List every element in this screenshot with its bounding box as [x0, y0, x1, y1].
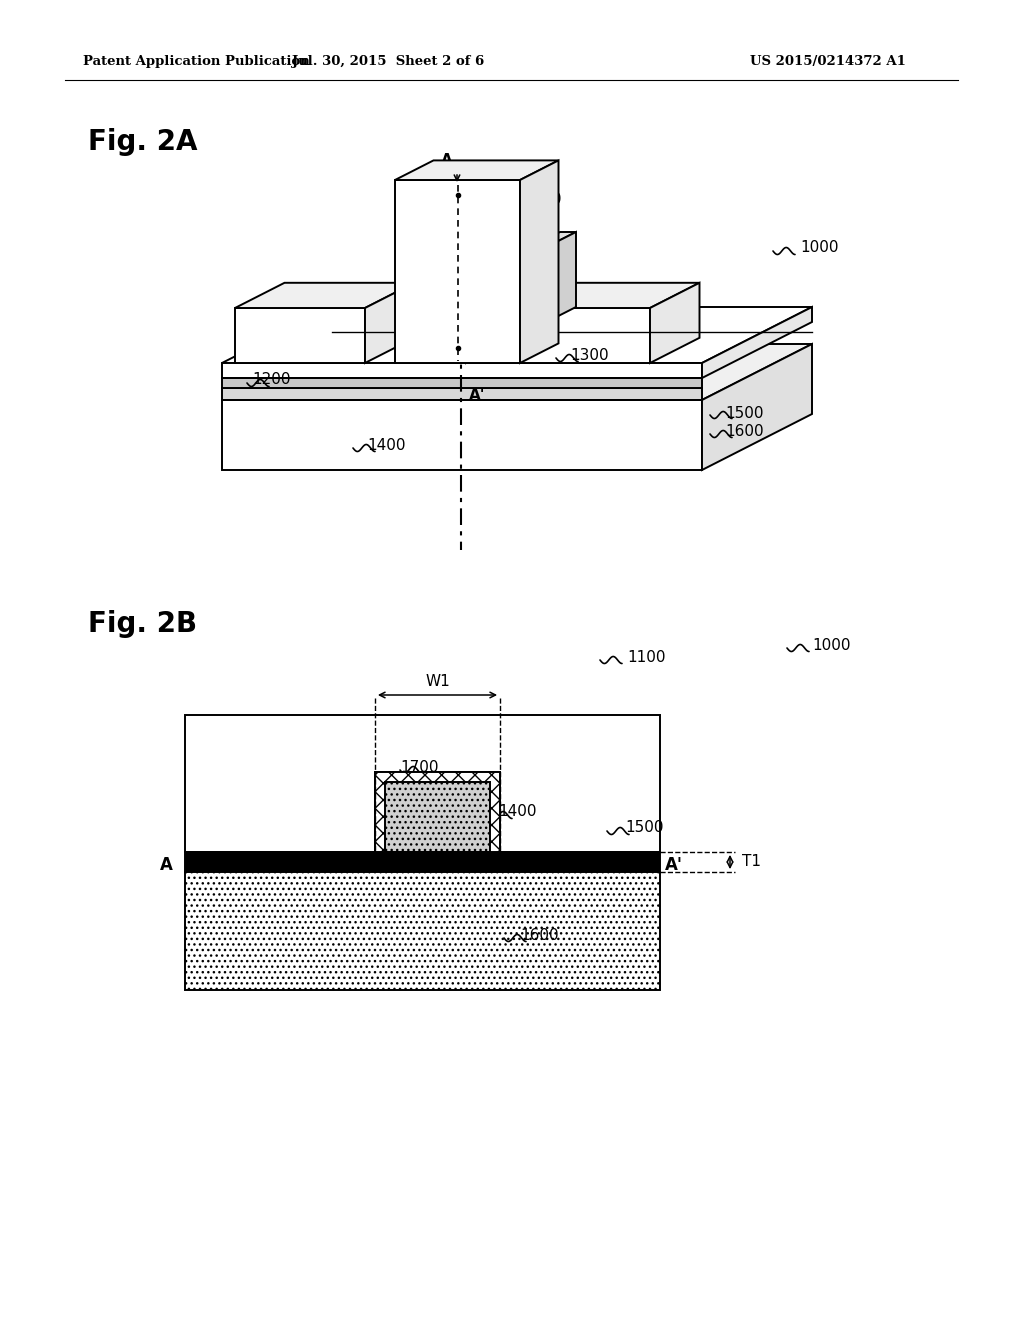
- Polygon shape: [222, 363, 702, 378]
- Text: 1400: 1400: [367, 437, 406, 453]
- Bar: [185, 873, 660, 990]
- Bar: [375, 772, 500, 781]
- Text: 1600: 1600: [520, 928, 559, 942]
- Text: W1: W1: [425, 675, 450, 689]
- Text: 1300: 1300: [570, 347, 608, 363]
- Text: Fig. 2A: Fig. 2A: [88, 128, 198, 156]
- Bar: [185, 715, 660, 851]
- Bar: [385, 781, 490, 851]
- Text: A': A': [665, 855, 683, 874]
- Text: A: A: [441, 153, 453, 168]
- Bar: [385, 781, 490, 851]
- Text: 1600: 1600: [725, 425, 764, 440]
- Text: Fig. 2B: Fig. 2B: [88, 610, 198, 638]
- Polygon shape: [222, 378, 702, 388]
- Polygon shape: [222, 388, 702, 400]
- Polygon shape: [365, 282, 415, 363]
- Bar: [185, 851, 660, 873]
- Polygon shape: [520, 282, 699, 308]
- Polygon shape: [520, 161, 558, 363]
- Polygon shape: [234, 308, 365, 363]
- Text: 1400: 1400: [498, 804, 537, 820]
- Text: 1500: 1500: [725, 405, 764, 421]
- Polygon shape: [222, 345, 812, 400]
- Polygon shape: [450, 288, 466, 363]
- Bar: [375, 772, 500, 851]
- Polygon shape: [450, 232, 575, 288]
- Polygon shape: [222, 400, 702, 470]
- Polygon shape: [234, 282, 415, 308]
- Text: 1100: 1100: [523, 193, 561, 207]
- Polygon shape: [702, 345, 812, 470]
- Polygon shape: [395, 161, 558, 180]
- Text: US 2015/0214372 A1: US 2015/0214372 A1: [750, 55, 906, 69]
- Text: 1000: 1000: [812, 638, 851, 652]
- Polygon shape: [520, 308, 650, 363]
- Polygon shape: [650, 282, 699, 363]
- Text: A: A: [160, 855, 173, 874]
- Polygon shape: [222, 308, 812, 363]
- Text: 1500: 1500: [625, 821, 664, 836]
- Text: A': A': [469, 388, 485, 403]
- Bar: [375, 772, 500, 851]
- Polygon shape: [395, 180, 520, 363]
- Text: T1: T1: [742, 854, 761, 870]
- Bar: [375, 772, 385, 851]
- Text: 1000: 1000: [800, 240, 839, 256]
- Bar: [375, 772, 500, 851]
- Text: Jul. 30, 2015  Sheet 2 of 6: Jul. 30, 2015 Sheet 2 of 6: [292, 55, 484, 69]
- Polygon shape: [702, 308, 812, 378]
- Text: 1100: 1100: [627, 649, 666, 664]
- Polygon shape: [466, 232, 575, 363]
- Text: 1700: 1700: [400, 760, 438, 776]
- Text: 1200: 1200: [252, 372, 291, 388]
- Text: Patent Application Publication: Patent Application Publication: [83, 55, 309, 69]
- Bar: [490, 772, 500, 851]
